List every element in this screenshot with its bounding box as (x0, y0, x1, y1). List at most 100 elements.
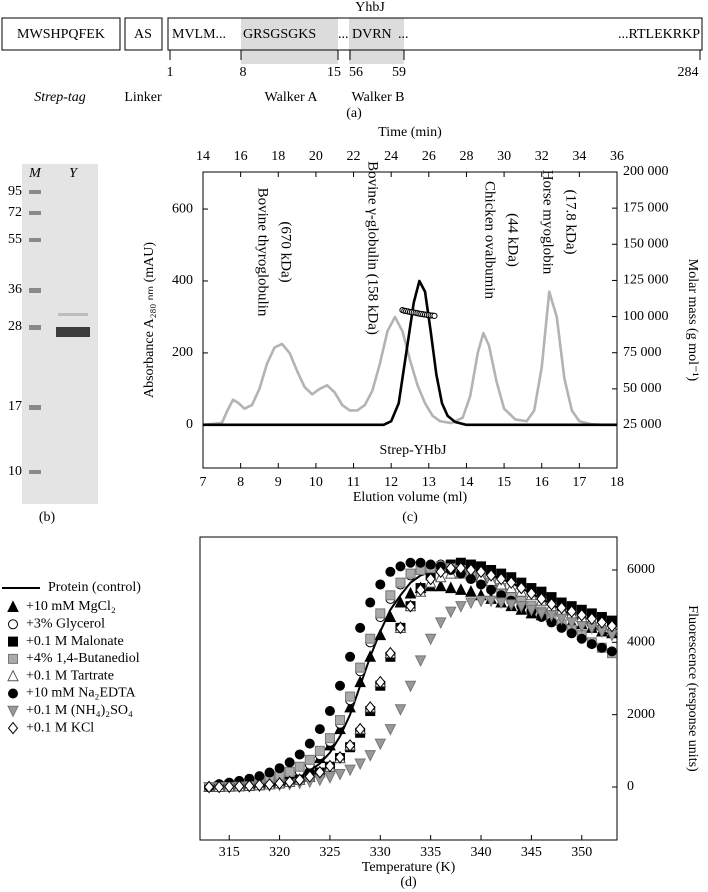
region-label: Strep-tag (34, 90, 86, 105)
x2-tick-label: 28 (459, 149, 473, 164)
data-point (385, 566, 396, 577)
data-point (455, 561, 467, 575)
legend-marker (8, 688, 18, 699)
data-point (485, 569, 497, 582)
legend-marker (8, 653, 18, 664)
segment: GRSGSGKS (243, 27, 316, 42)
data-point (526, 587, 537, 600)
data-point (596, 616, 608, 629)
peak-annotation: Bovine thyroglobulin (255, 188, 271, 317)
legend-label: +4% 1,4-Butanediol (26, 651, 140, 666)
data-point (294, 773, 305, 787)
data-point (364, 650, 377, 662)
data-point (404, 586, 417, 599)
peak-annotation: Horse myoglobin (540, 170, 556, 275)
data-point (465, 597, 477, 610)
data-point (224, 780, 235, 793)
data-point (535, 608, 548, 621)
data-point (516, 581, 527, 595)
y2-tick-label: 25 000 (623, 417, 662, 432)
tag-box (1, 17, 121, 51)
data-point (506, 576, 517, 589)
data-point (495, 597, 507, 610)
x2-tick-label: 22 (347, 149, 361, 164)
data-point (434, 579, 447, 592)
data-point (254, 778, 265, 792)
plot-frame (199, 536, 618, 841)
data-point (355, 722, 366, 736)
ladder-label: 95 (8, 184, 22, 199)
position: 284 (678, 65, 699, 80)
data-point (375, 579, 386, 590)
data-point (465, 563, 477, 577)
data-point (284, 757, 295, 768)
data-point (455, 583, 467, 595)
data-point (476, 579, 487, 590)
x-tick-label: 315 (219, 845, 240, 860)
position: 56 (349, 65, 363, 80)
data-point (324, 759, 336, 773)
data-point (364, 750, 377, 762)
data-point (395, 621, 406, 635)
x-tick-label: 7 (200, 475, 207, 490)
walker-b-shade (349, 18, 404, 64)
data-point (335, 680, 346, 691)
data-point (395, 577, 406, 588)
data-point (545, 610, 558, 622)
trace-line (203, 279, 617, 427)
data-point (365, 597, 376, 608)
data-point (395, 561, 406, 572)
data-point (405, 568, 416, 579)
peak-annotation: (670 kDa) (278, 221, 294, 282)
data-point (354, 758, 366, 771)
data-point (374, 738, 387, 751)
data-point (284, 766, 295, 777)
legend-marker (7, 721, 19, 735)
data-point (525, 604, 538, 617)
y-tick-label: 6000 (627, 562, 655, 577)
x-tick-label: 11 (347, 475, 360, 490)
y-tick-label: 200 (172, 345, 193, 360)
panel-label: (b) (39, 510, 56, 525)
data-point (384, 724, 397, 736)
data-point (425, 559, 436, 570)
segment: ... (398, 27, 409, 42)
data-point (394, 595, 407, 608)
x-tick-label: 8 (237, 475, 244, 490)
tag-seq: MWSHPQFEK (17, 27, 105, 42)
data-point (294, 761, 305, 772)
data-point (375, 608, 386, 619)
legend-label: Protein (control) (48, 580, 141, 595)
x-tick-label: 350 (571, 845, 592, 860)
y2-tick-label: 100 000 (623, 309, 669, 324)
x-axis-title: Elution volume (ml) (353, 490, 468, 505)
data-point (486, 584, 497, 595)
y-tick-label: 600 (172, 201, 193, 216)
lane-label: M (28, 166, 42, 181)
data-point (434, 617, 447, 630)
region-label: Linker (124, 90, 162, 105)
data-point (444, 606, 457, 619)
x-tick-label: 17 (572, 475, 586, 490)
legend-marker (7, 705, 19, 718)
x2-tick-label: 18 (271, 149, 285, 164)
data-point (394, 704, 407, 716)
y-tick-label: 2000 (627, 707, 655, 722)
segment: ...RTLEKRKP (618, 27, 700, 42)
data-point (345, 651, 356, 662)
data-point (374, 628, 387, 641)
position-ticks (169, 50, 701, 60)
legend-marker (8, 619, 18, 630)
position: 15 (327, 65, 341, 80)
peak-annotation: (17.8 kDa) (563, 190, 579, 255)
x-tick-label: 325 (319, 845, 340, 860)
data-point (565, 617, 578, 630)
ladder-label: 10 (8, 464, 22, 479)
x-tick-label: 13 (422, 475, 436, 490)
ladder-label: 55 (8, 232, 22, 247)
walker-a-shade (241, 18, 338, 64)
data-point (415, 557, 426, 568)
trace-line (202, 290, 617, 427)
data-point (334, 751, 346, 764)
data-point (505, 599, 518, 611)
